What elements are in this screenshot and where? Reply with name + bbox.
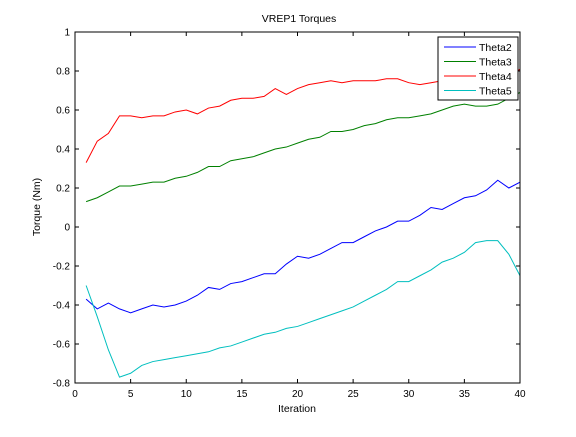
series-line-theta5 [85, 240, 521, 378]
x-tick-label: 15 [236, 389, 248, 400]
legend-label-theta4: Theta4 [479, 71, 512, 83]
x-tick-label: 25 [348, 389, 360, 400]
ticks-layer: 0 5 10 15 20 25 30 35 40 -0.8 -0.6 -0.4 -0.2 0 0.2 0.4 0… [53, 28, 526, 401]
y-tick-label: -0.2 [53, 262, 71, 273]
y-tick-label: 0.6 [56, 106, 70, 117]
y-tick-label: -0.6 [53, 340, 71, 351]
x-tick-label: 35 [459, 389, 471, 400]
x-tick-label: 5 [128, 389, 134, 400]
x-tick-label: 0 [72, 389, 78, 400]
x-tick-label: 40 [514, 389, 526, 400]
legend-label-theta3: Theta3 [479, 56, 512, 68]
y-tick-label: 1 [64, 28, 70, 39]
x-tick-label: 30 [403, 389, 415, 400]
x-tick-label: 20 [292, 389, 304, 400]
series-line-theta2 [85, 179, 521, 314]
chart-title: VREP1 Torques [262, 13, 337, 25]
x-tick-label: 10 [181, 389, 193, 400]
series-line-theta3 [85, 92, 521, 203]
y-tick-label: -0.8 [53, 379, 71, 390]
x-axis-label: Iteration [278, 403, 316, 415]
y-tick-label: 0 [64, 223, 70, 234]
y-tick-label: 0.8 [56, 67, 70, 78]
y-axis-label: Torque (Nm) [31, 178, 43, 236]
y-tick-label: 0.2 [56, 184, 70, 195]
legend: Theta2 Theta3 Theta4 Theta5 [437, 36, 519, 101]
legend-label-theta2: Theta2 [479, 42, 512, 54]
legend-label-theta5: Theta5 [479, 85, 512, 97]
y-tick-label: 0.4 [56, 145, 70, 156]
y-tick-label: -0.4 [53, 301, 71, 312]
